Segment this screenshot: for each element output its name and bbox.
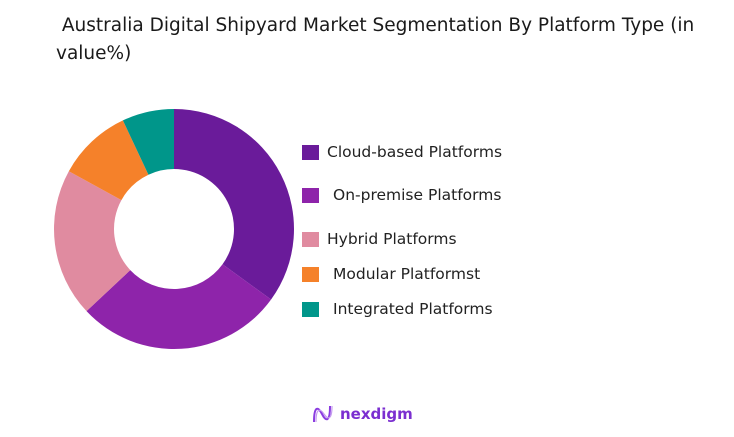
legend-item: Cloud-based Platforms bbox=[302, 143, 502, 161]
logo-text: nexdigm bbox=[340, 405, 413, 423]
legend-label: Hybrid Platforms bbox=[327, 230, 457, 248]
donut-slice-hybrid-platforms bbox=[53, 171, 131, 312]
legend-item: Integrated Platforms bbox=[302, 300, 493, 318]
legend-label: Cloud-based Platforms bbox=[327, 143, 503, 161]
legend-label: On-premise Platforms bbox=[333, 186, 502, 204]
legend-swatch bbox=[302, 187, 319, 203]
legend-swatch bbox=[302, 266, 319, 282]
donut-slice-integrated-platforms bbox=[122, 109, 174, 175]
legend-label: Integrated Platforms bbox=[333, 300, 493, 318]
legend-swatch bbox=[302, 231, 319, 247]
legend-item: On-premise Platforms bbox=[302, 186, 501, 204]
donut-slice-cloud-based-platforms bbox=[174, 109, 294, 300]
logo-wave-icon bbox=[313, 405, 333, 423]
legend-swatch bbox=[302, 301, 319, 317]
legend-item: Modular Platformst bbox=[302, 265, 480, 283]
legend-label: Modular Platformst bbox=[333, 265, 481, 283]
chart-title: Australia Digital Shipyard Market Segmen… bbox=[56, 15, 701, 64]
donut-slice-on-premise-platforms bbox=[86, 264, 272, 350]
donut-slice-modular-platformst bbox=[68, 120, 149, 201]
nexdigm-logo: nexdigm bbox=[312, 404, 413, 424]
legend-swatch bbox=[302, 144, 319, 160]
legend-item: Hybrid Platforms bbox=[302, 230, 457, 248]
